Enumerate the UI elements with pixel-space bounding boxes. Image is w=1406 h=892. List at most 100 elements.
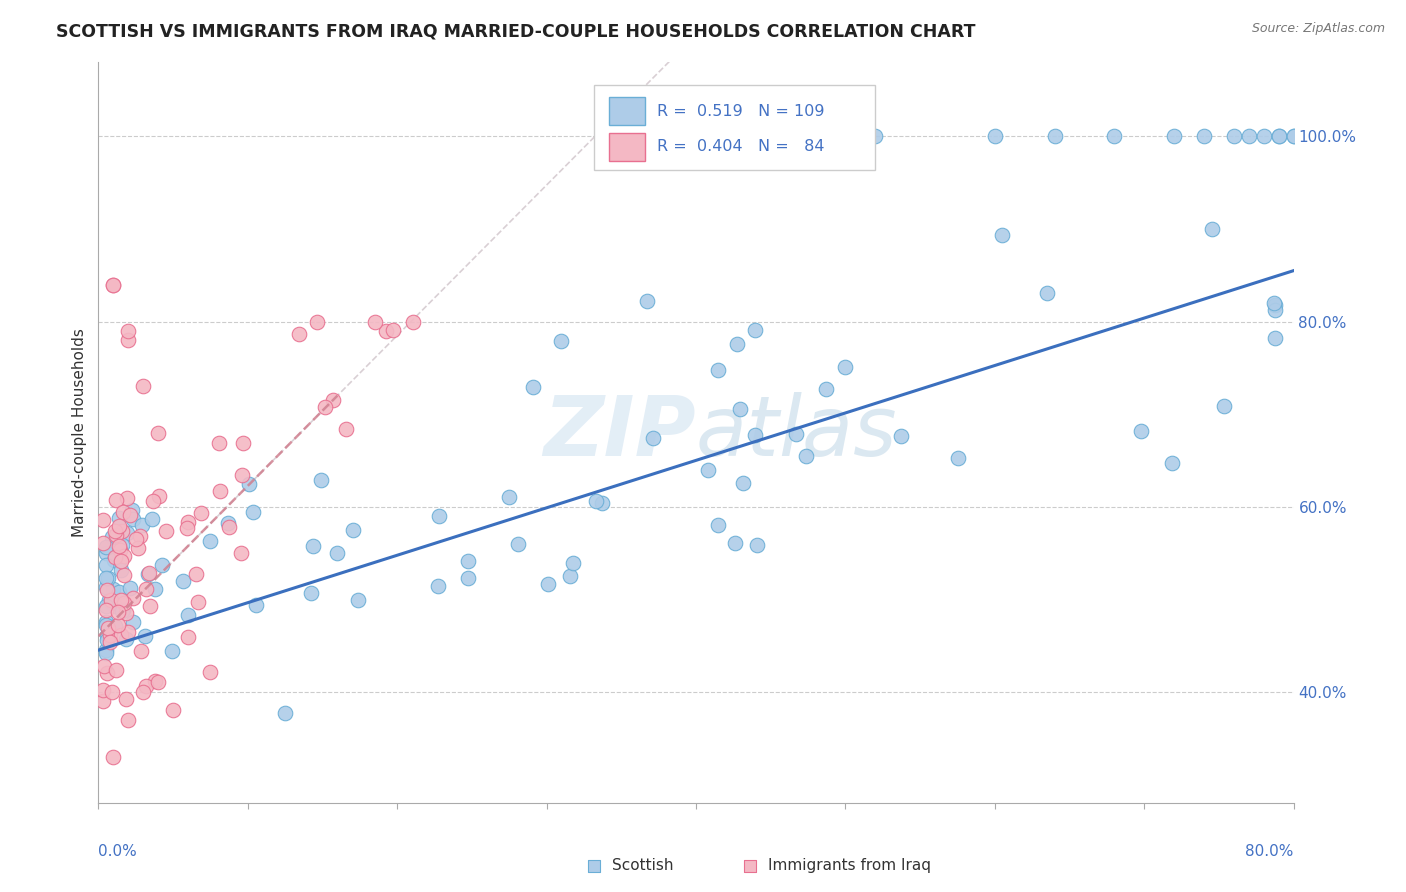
Point [117, 713, 139, 727]
Point [322, 392, 344, 407]
Point [309, 474, 332, 488]
Point [117, 324, 139, 338]
Point [725, 337, 748, 351]
Point [148, 675, 170, 690]
Point [138, 566, 160, 581]
Point [238, 477, 260, 491]
Point [558, 569, 581, 583]
Point [561, 556, 583, 570]
Point [135, 582, 157, 597]
Point [1163, 129, 1185, 144]
Point [131, 518, 153, 533]
Point [96, 666, 118, 681]
Point [537, 577, 560, 591]
Point [1213, 399, 1236, 413]
Point [187, 595, 209, 609]
Point [1161, 456, 1184, 470]
Point [103, 277, 125, 292]
Point [111, 524, 134, 539]
Point [120, 581, 142, 595]
Point [104, 619, 127, 633]
Point [94, 603, 117, 617]
Point [94, 615, 117, 629]
Point [814, 382, 837, 396]
Point [796, 449, 818, 463]
Point [550, 334, 572, 348]
Point [457, 554, 479, 568]
Point [132, 685, 155, 699]
Point [177, 607, 200, 622]
Point [128, 529, 150, 543]
Point [190, 506, 212, 520]
Point [152, 558, 174, 573]
Point [1104, 129, 1126, 144]
Point [984, 129, 1007, 144]
Point [364, 315, 387, 329]
Point [98, 592, 121, 607]
Point [96, 633, 118, 648]
Point [200, 533, 222, 548]
Point [94, 643, 117, 657]
Point [402, 315, 425, 329]
Point [1264, 297, 1286, 311]
Point [229, 546, 252, 560]
Point [1267, 129, 1289, 144]
Point [1237, 129, 1260, 144]
Point [111, 538, 134, 552]
Point [326, 546, 349, 560]
Point [342, 523, 364, 537]
Point [129, 644, 152, 658]
Point [97, 571, 120, 585]
Point [707, 362, 730, 376]
Point [160, 644, 183, 658]
Point [1223, 129, 1246, 144]
Text: ZIP: ZIP [543, 392, 696, 473]
Point [274, 706, 297, 721]
Point [101, 531, 124, 545]
Point [714, 129, 737, 144]
Point [785, 427, 807, 442]
Point [135, 679, 157, 693]
Point [218, 520, 240, 534]
Point [93, 658, 115, 673]
Point [1282, 129, 1305, 144]
Point [335, 422, 357, 436]
Point [585, 494, 607, 508]
Point [177, 630, 200, 644]
Point [724, 536, 747, 550]
Point [91, 536, 114, 550]
Point [101, 582, 124, 596]
Point [132, 379, 155, 393]
Point [245, 598, 267, 612]
Point [112, 596, 135, 610]
Point [96, 582, 118, 597]
Point [117, 491, 139, 505]
Point [94, 546, 117, 560]
Point [176, 521, 198, 535]
Point [172, 574, 194, 588]
Point [96, 628, 118, 642]
Point [94, 558, 117, 572]
Point [1253, 129, 1275, 144]
Point [946, 450, 969, 465]
Point [141, 511, 163, 525]
Point [706, 517, 728, 532]
Text: atlas: atlas [696, 392, 897, 473]
Point [1264, 303, 1286, 318]
Point [1192, 129, 1215, 144]
Point [127, 541, 149, 556]
Point [143, 582, 166, 596]
Point [1035, 286, 1057, 301]
Point [107, 511, 129, 525]
Point [1201, 222, 1223, 236]
Point [104, 524, 127, 539]
Point [108, 539, 131, 553]
Point [508, 537, 530, 551]
Text: 0.0%: 0.0% [98, 844, 138, 858]
Point [745, 537, 768, 551]
Point [103, 553, 125, 567]
Point [427, 508, 450, 523]
Text: 80.0%: 80.0% [1246, 844, 1294, 858]
Point [91, 513, 114, 527]
Point [641, 431, 664, 445]
